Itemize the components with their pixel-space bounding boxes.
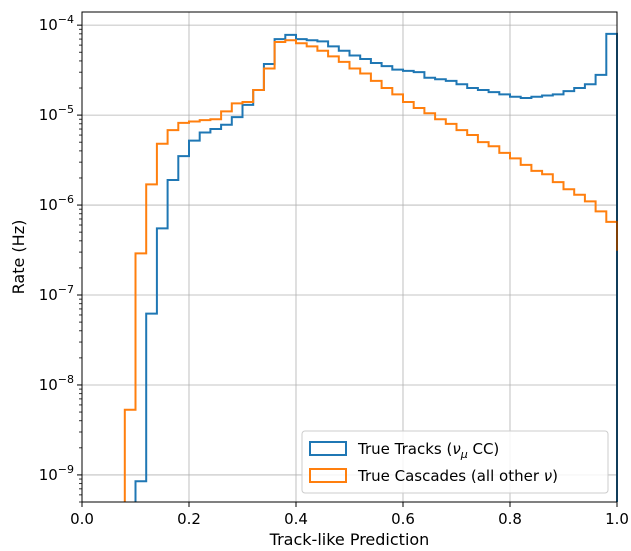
legend-entry-1: True Cascades (all other ν) bbox=[357, 467, 558, 485]
legend-swatch-0 bbox=[309, 441, 347, 456]
y-tick-label: 10−9 bbox=[39, 463, 74, 484]
series-line-0 bbox=[134, 32, 618, 502]
x-axis-label: Track-like Prediction bbox=[269, 530, 430, 549]
y-tick-label: 10−6 bbox=[39, 193, 74, 214]
axis-ticks: 0.0 0.2 0.4 0.6 0.8 1.0 10−9 10−8 10−7 10−6 10−5 10… bbox=[39, 13, 629, 528]
y-axis-label: Rate (Hz) bbox=[9, 220, 28, 295]
legend-entry-0: True Tracks (νμ CC) bbox=[357, 440, 499, 461]
legend-swatch-1 bbox=[309, 468, 347, 483]
x-tick-label: 0.6 bbox=[391, 510, 415, 528]
legend: True Tracks (νμ CC) True Cascades (all ot… bbox=[301, 430, 609, 494]
y-tick-label: 10−7 bbox=[39, 283, 74, 304]
y-tick-label: 10−8 bbox=[39, 373, 74, 394]
y-tick-label: 10−5 bbox=[39, 103, 74, 124]
x-tick-label: 1.0 bbox=[605, 510, 629, 528]
plot-series bbox=[123, 32, 618, 502]
series-line-1 bbox=[123, 39, 618, 502]
y-tick-label: 10−4 bbox=[39, 13, 74, 34]
x-tick-label: 0.2 bbox=[177, 510, 201, 528]
x-tick-label: 0.4 bbox=[284, 510, 308, 528]
legend-box bbox=[301, 430, 609, 494]
x-tick-label: 0.0 bbox=[70, 510, 94, 528]
plot-frame bbox=[81, 11, 618, 503]
x-tick-label: 0.8 bbox=[498, 510, 522, 528]
grid-lines bbox=[81, 12, 618, 502]
